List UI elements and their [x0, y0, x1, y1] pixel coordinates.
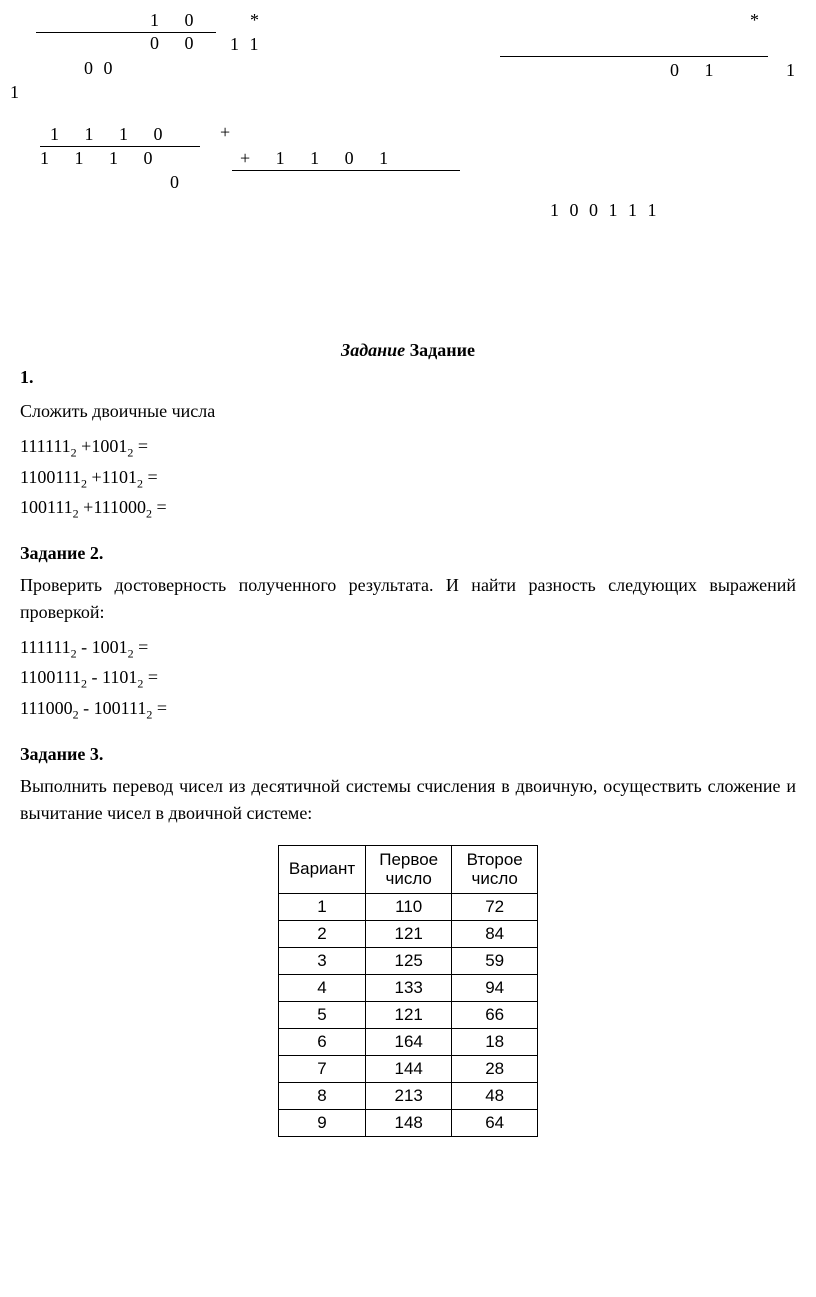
equation: 11001112 +11012 = [20, 464, 796, 493]
task-3-paragraph: Выполнить перевод чисел из десятичной си… [20, 773, 796, 827]
table-row: 512166 [278, 1001, 537, 1028]
section-title: Задание Задание [20, 340, 796, 361]
digits: 1 0 [150, 10, 197, 31]
task-2-heading: Задание 2. [20, 543, 796, 564]
table-row: 821348 [278, 1082, 537, 1109]
digits: 0 0 [84, 58, 116, 79]
digits: 1 1 1 0 [50, 124, 166, 145]
table-row: 616418 [278, 1028, 537, 1055]
equation: 1110002 - 1001112 = [20, 695, 796, 724]
task-1-number: 1. [20, 367, 796, 388]
title-italic: Задание [341, 340, 405, 360]
digits: 1 [10, 82, 22, 103]
table-header-row: Вариант Первоечисло Второечисло [278, 845, 537, 893]
digits: 1 1 [230, 34, 262, 55]
task-1-intro: Сложить двоичные числа [20, 398, 796, 425]
title-bold: Задание [405, 340, 475, 360]
equation: 11001112 - 11012 = [20, 664, 796, 693]
digits: 1 [786, 60, 798, 81]
asterisk: * [250, 10, 262, 31]
task-2-paragraph: Проверить достоверность полученного резу… [20, 572, 796, 626]
table-row: 714428 [278, 1055, 537, 1082]
rule-line [40, 146, 200, 147]
table-row: 312559 [278, 947, 537, 974]
plus-sign: + [220, 122, 233, 143]
asterisk: * [750, 10, 762, 31]
task-3-heading: Задание 3. [20, 744, 796, 765]
digits: + 1 1 0 1 [240, 148, 391, 169]
rule-line [232, 170, 460, 171]
table-row: 914864 [278, 1109, 537, 1136]
digits: 1 0 0 1 1 1 [550, 200, 660, 221]
digits: 1 1 1 0 [40, 148, 156, 169]
math-scratch-area: 1 0 * 0 0 1 1 0 0 1 * 0 1 1 1 1 1 0 + 1 … [20, 10, 796, 230]
digits: 0 [170, 172, 182, 193]
col-variant: Вариант [278, 845, 365, 893]
variants-table: Вариант Первоечисло Второечисло 111072 2… [278, 845, 538, 1137]
table-row: 111072 [278, 893, 537, 920]
digits: 0 1 [670, 60, 717, 81]
equation: 1111112 +10012 = [20, 433, 796, 462]
col-second-number: Второечисло [452, 845, 538, 893]
col-first-number: Первоечисло [366, 845, 452, 893]
rule-line [500, 56, 768, 57]
equation: 1111112 - 10012 = [20, 634, 796, 663]
table-row: 212184 [278, 920, 537, 947]
table-row: 413394 [278, 974, 537, 1001]
equation: 1001112 +1110002 = [20, 494, 796, 523]
digits: 0 0 [150, 33, 197, 54]
